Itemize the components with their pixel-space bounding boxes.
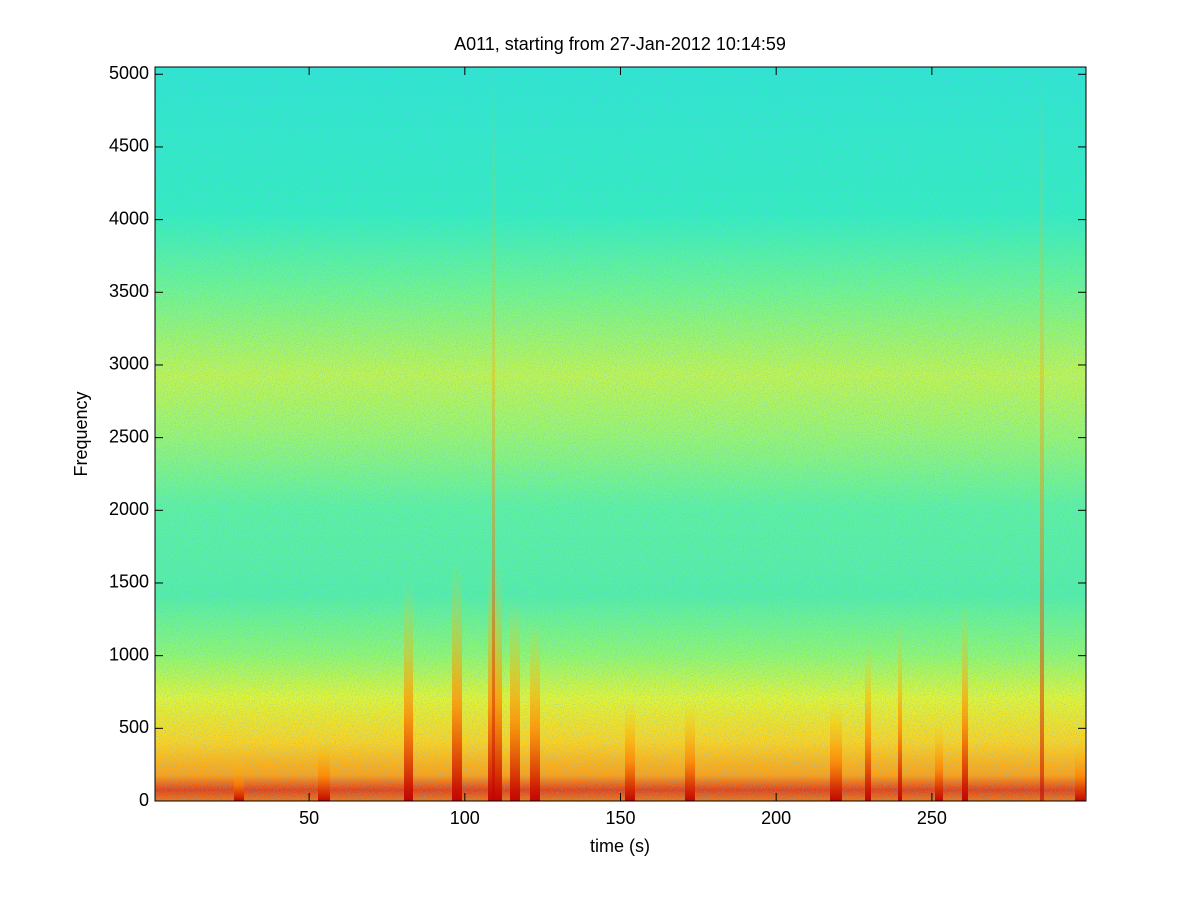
y-tick-label: 500 — [119, 717, 149, 737]
y-tick-label: 4000 — [109, 208, 149, 228]
y-tick-label: 3000 — [109, 354, 149, 374]
x-axis-label: time (s) — [590, 836, 650, 856]
y-tick-label: 4500 — [109, 136, 149, 156]
x-tick-label: 100 — [450, 808, 480, 828]
y-tick-label: 0 — [139, 790, 149, 810]
spectrogram-image — [155, 67, 1086, 801]
chart-title: A011, starting from 27-Jan-2012 10:14:59 — [454, 34, 786, 54]
y-tick-label: 1500 — [109, 572, 149, 592]
y-tick-label: 5000 — [109, 63, 149, 83]
x-tick-label: 250 — [917, 808, 947, 828]
y-tick-label: 3500 — [109, 281, 149, 301]
y-tick-label: 2000 — [109, 499, 149, 519]
y-tick-label: 1000 — [109, 644, 149, 664]
x-tick-label: 150 — [605, 808, 635, 828]
x-tick-label: 50 — [299, 808, 319, 828]
x-tick-label: 200 — [761, 808, 791, 828]
y-tick-label: 2500 — [109, 426, 149, 446]
y-axis-label: Frequency — [71, 391, 91, 476]
